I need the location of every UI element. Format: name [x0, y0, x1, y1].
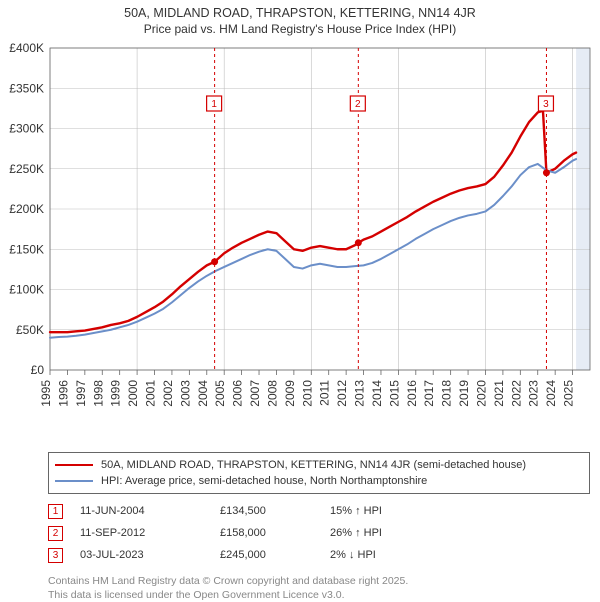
- x-tick-label: 2021: [492, 380, 506, 407]
- marker-delta: 15% ↑ HPI: [330, 505, 450, 517]
- x-tick-label: 2019: [457, 380, 471, 407]
- legend-item: 50A, MIDLAND ROAD, THRAPSTON, KETTERING,…: [55, 457, 583, 473]
- x-tick-label: 2010: [300, 380, 314, 407]
- x-tick-label: 2016: [405, 380, 419, 407]
- legend-item: HPI: Average price, semi-detached house,…: [55, 473, 583, 489]
- x-tick-label: 2015: [387, 380, 401, 407]
- x-tick-label: 1997: [74, 380, 88, 407]
- marker-price: £158,000: [220, 527, 330, 539]
- footnote: Contains HM Land Registry data © Crown c…: [48, 574, 590, 602]
- x-tick-label: 2017: [422, 380, 436, 407]
- x-tick-label: 2003: [178, 380, 192, 407]
- footnote-line-1: Contains HM Land Registry data © Crown c…: [48, 574, 590, 588]
- series-price_paid: [50, 111, 576, 332]
- marker-box-num: 2: [355, 99, 361, 110]
- marker-num-box: 1: [48, 504, 63, 519]
- y-tick-label: £200K: [9, 202, 44, 216]
- chart-title-block: 50A, MIDLAND ROAD, THRAPSTON, KETTERING,…: [0, 0, 600, 36]
- title-line-2: Price paid vs. HM Land Registry's House …: [0, 22, 600, 36]
- title-line-1: 50A, MIDLAND ROAD, THRAPSTON, KETTERING,…: [0, 6, 600, 20]
- x-tick-label: 1995: [39, 380, 53, 407]
- marker-dot: [355, 239, 362, 246]
- y-tick-label: £300K: [9, 122, 44, 136]
- marker-table-row: 1 11-JUN-2004£134,50015% ↑ HPI: [48, 500, 590, 522]
- x-tick-label: 1996: [56, 380, 70, 407]
- x-tick-label: 2001: [144, 380, 158, 407]
- y-tick-label: £50K: [16, 323, 44, 337]
- marker-num-box: 3: [48, 548, 63, 563]
- x-tick-label: 2008: [265, 380, 279, 407]
- marker-dot: [543, 169, 550, 176]
- legend: 50A, MIDLAND ROAD, THRAPSTON, KETTERING,…: [48, 452, 590, 494]
- x-tick-label: 2009: [283, 380, 297, 407]
- marker-table-row: 3 03-JUL-2023£245,0002% ↓ HPI: [48, 544, 590, 566]
- x-tick-label: 2013: [353, 380, 367, 407]
- footnote-line-2: This data is licensed under the Open Gov…: [48, 588, 590, 602]
- legend-label: 50A, MIDLAND ROAD, THRAPSTON, KETTERING,…: [101, 457, 526, 473]
- chart-svg: £0 £50K £100K £150K £200K £250K £300K £350K £400…: [0, 38, 600, 448]
- x-tick-label: 2000: [126, 380, 140, 407]
- marker-delta: 2% ↓ HPI: [330, 549, 450, 561]
- y-tick-label: £0: [31, 363, 45, 377]
- marker-table-row: 2 11-SEP-2012£158,00026% ↑ HPI: [48, 522, 590, 544]
- legend-label: HPI: Average price, semi-detached house,…: [101, 473, 427, 489]
- marker-price: £245,000: [220, 549, 330, 561]
- legend-swatch: [55, 464, 93, 466]
- x-tick-label: 2006: [231, 380, 245, 407]
- x-tick-label: 2005: [213, 380, 227, 407]
- x-tick-label: 2002: [161, 380, 175, 407]
- x-tick-label: 2004: [196, 380, 210, 407]
- marker-delta: 26% ↑ HPI: [330, 527, 450, 539]
- x-tick-label: 1998: [91, 380, 105, 407]
- legend-swatch: [55, 480, 93, 482]
- x-tick-label: 2025: [562, 380, 576, 407]
- marker-table: 1 11-JUN-2004£134,50015% ↑ HPI 2 11-SEP-201…: [48, 500, 590, 566]
- y-tick-label: £350K: [9, 81, 44, 95]
- marker-num-box: 2: [48, 526, 63, 541]
- marker-date: 11-SEP-2012: [80, 527, 220, 539]
- x-tick-label: 2020: [474, 380, 488, 407]
- x-tick-label: 2018: [440, 380, 454, 407]
- x-tick-label: 2014: [370, 380, 384, 407]
- x-tick-label: 2007: [248, 380, 262, 407]
- y-tick-label: £400K: [9, 41, 44, 55]
- marker-dot: [211, 258, 218, 265]
- marker-box-num: 1: [211, 99, 217, 110]
- marker-price: £134,500: [220, 505, 330, 517]
- y-tick-label: £250K: [9, 162, 44, 176]
- y-tick-label: £150K: [9, 242, 44, 256]
- chart-area: £0 £50K £100K £150K £200K £250K £300K £350K £400…: [0, 38, 600, 448]
- x-tick-label: 2023: [527, 380, 541, 407]
- x-tick-label: 2022: [509, 380, 523, 407]
- x-tick-label: 1999: [109, 380, 123, 407]
- marker-box-num: 3: [543, 99, 549, 110]
- marker-date: 03-JUL-2023: [80, 549, 220, 561]
- x-tick-label: 2024: [544, 380, 558, 407]
- x-tick-label: 2011: [318, 380, 332, 406]
- y-tick-label: £100K: [9, 283, 44, 297]
- marker-date: 11-JUN-2004: [80, 505, 220, 517]
- x-tick-label: 2012: [335, 380, 349, 407]
